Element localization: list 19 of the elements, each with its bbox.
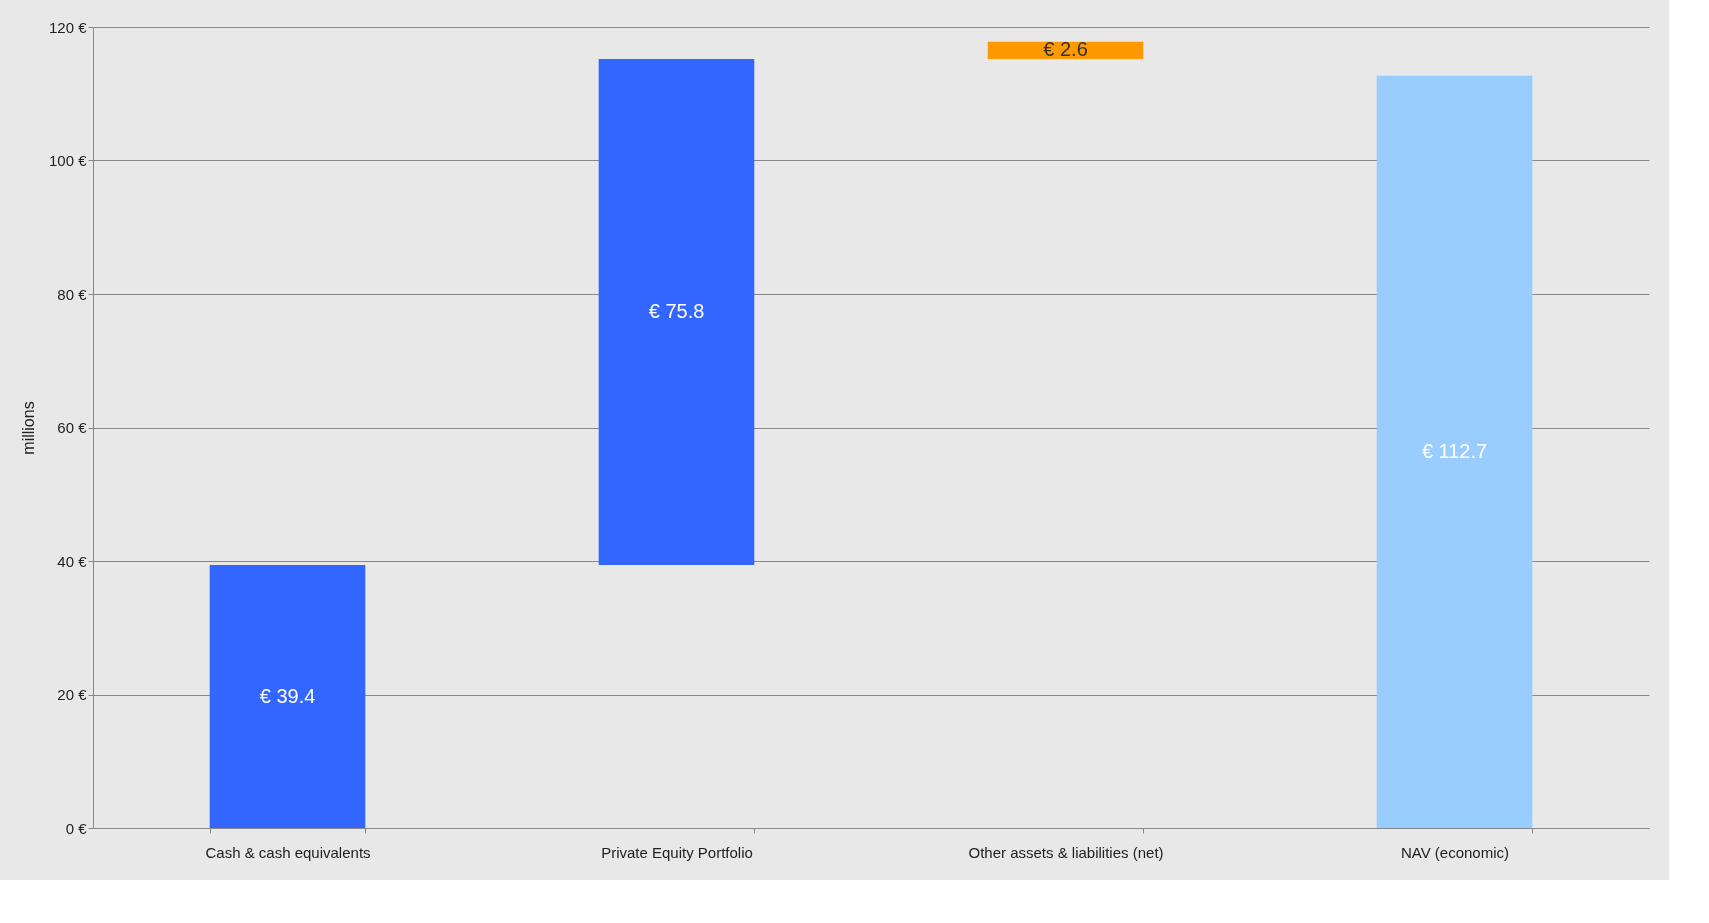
data-label: € 2.6 (1043, 38, 1088, 61)
y-tick-label: 40 € (57, 552, 88, 570)
data-label: € 39.4 (259, 684, 316, 707)
y-tick-label: 100 € (48, 152, 88, 169)
y-tick-label: 120 € (48, 18, 88, 36)
x-tick-label: Private Equity Portfolio (601, 843, 753, 861)
bar (1376, 75, 1533, 828)
data-label: € 112.7 (1421, 439, 1488, 462)
bar (209, 565, 366, 828)
data-label: € 75.8 (648, 300, 705, 323)
x-tick-label: Other assets & liabilities (net) (968, 843, 1164, 861)
x-tick-label: NAV (economic) (1400, 843, 1510, 861)
y-axis-title: millions (19, 401, 37, 455)
y-tick-label: 20 € (57, 686, 88, 703)
y-tick-label: 80 € (57, 285, 88, 303)
x-tick-label: Cash & cash equivalents (205, 843, 371, 861)
y-tick-label: 0 € (65, 819, 88, 837)
y-tick-label: 60 € (57, 419, 88, 436)
bar (598, 59, 755, 566)
